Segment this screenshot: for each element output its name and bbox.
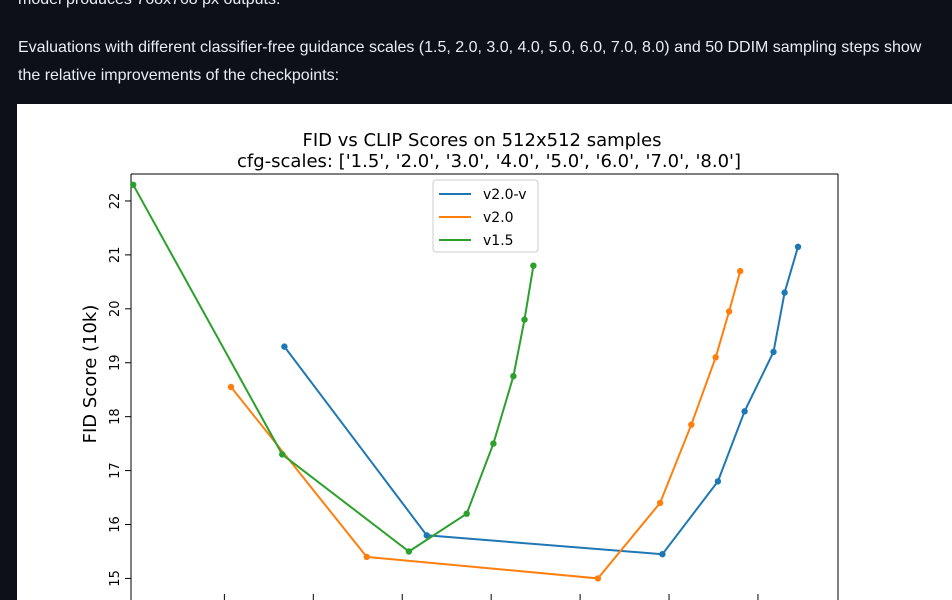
y-tick-label: 19: [108, 354, 123, 371]
legend-box: [432, 179, 539, 253]
y-tick-label: 17: [108, 462, 123, 479]
y-tick-label: 18: [108, 408, 123, 425]
series-point-v2-0: [227, 383, 235, 391]
series-point-v2-0: [594, 575, 602, 582]
chart-title: FID vs CLIP Scores on 512x512 samples: [302, 130, 661, 151]
readme-top-line: model produces 768x768 px outputs.: [18, 0, 940, 14]
chart-legend: v2.0-v v2.0 v1.5: [432, 179, 539, 253]
y-tick-label: 16: [108, 516, 123, 533]
legend-label-v2-0: v2.0: [483, 210, 514, 226]
series-point-v1-5: [279, 451, 286, 458]
series-point-v2-0-v: [714, 478, 722, 485]
series-line-v2-0-v: [283, 246, 799, 556]
chart-series: [130, 181, 802, 582]
series-point-v1-5: [405, 548, 413, 555]
fid-clip-chart: FID vs CLIP Scores on 512x512 samples cf…: [80, 130, 839, 600]
fid-clip-chart-figure: FID vs CLIP Scores on 512x512 samples cf…: [17, 104, 952, 600]
readme-eval-paragraph: Evaluations with different classifier-fr…: [18, 39, 922, 84]
series-point-v2-0-v: [659, 551, 666, 558]
series-point-v2-0: [712, 354, 719, 361]
series-point-v2-0-v: [423, 532, 430, 539]
series-point-v2-0: [363, 553, 370, 561]
series-line-v1-5: [132, 184, 535, 553]
series-point-v1-5: [521, 316, 528, 323]
series-point-v1-5: [463, 510, 470, 517]
y-tick-label: 15: [108, 570, 123, 587]
series-point-v2-0: [725, 308, 733, 315]
y-tick-label: 21: [108, 247, 123, 264]
series-point-v2-0-v: [781, 289, 788, 296]
series-line-v2-0: [230, 270, 742, 580]
y-tick-label: 20: [108, 301, 123, 318]
series-point-v2-0-v: [770, 348, 777, 356]
legend-label-v1-5: v1.5: [483, 233, 514, 249]
series-point-v1-5: [130, 181, 137, 188]
series-point-v1-5: [490, 440, 497, 447]
y-tick-label: 22: [108, 193, 123, 210]
series-point-v1-5: [530, 262, 537, 269]
series-point-v2-0: [688, 421, 695, 428]
series-point-v2-0: [656, 499, 664, 507]
series-point-v2-0: [737, 267, 744, 275]
y-axis-label: FID Score (10k): [80, 305, 101, 444]
series-point-v2-0-v: [281, 343, 288, 350]
series-point-v1-5: [510, 373, 517, 380]
series-point-v2-0-v: [794, 243, 802, 250]
series-point-v2-0-v: [741, 408, 748, 415]
legend-label-v2-0-v: v2.0-v: [483, 187, 527, 203]
chart-subtitle: cfg-scales: ['1.5', '2.0', '3.0', '4.0',…: [237, 151, 741, 172]
chart-axes: 15 16 17 18 19 20 21 22: [108, 173, 839, 600]
